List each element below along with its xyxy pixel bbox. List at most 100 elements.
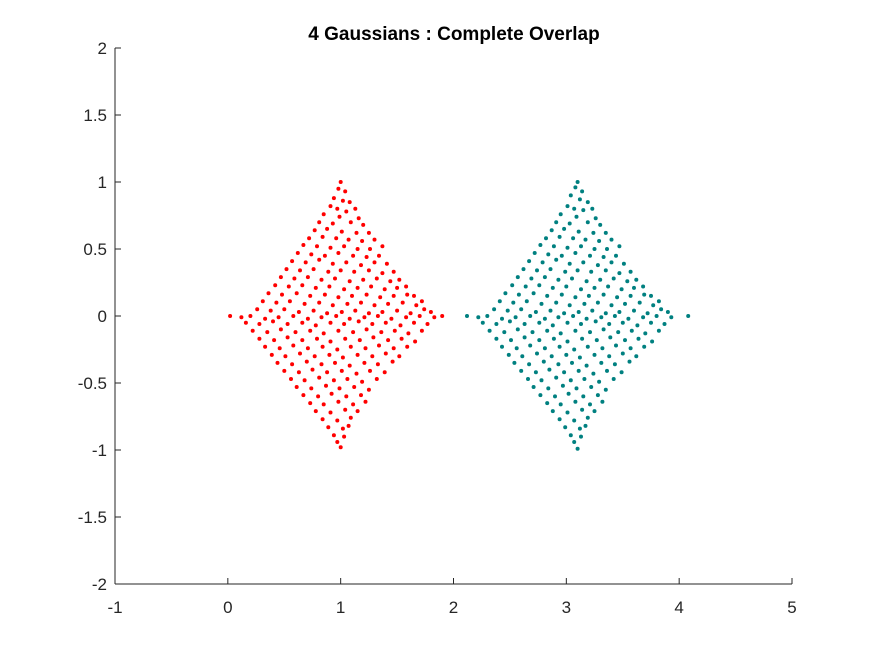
data-point bbox=[565, 204, 570, 209]
data-point bbox=[350, 293, 354, 298]
data-point bbox=[619, 287, 624, 292]
data-point bbox=[422, 307, 427, 312]
data-point bbox=[389, 316, 394, 321]
data-point bbox=[568, 433, 573, 438]
data-point bbox=[601, 255, 606, 259]
data-point bbox=[311, 267, 316, 272]
data-point bbox=[368, 368, 372, 373]
data-point bbox=[545, 401, 550, 406]
data-point bbox=[558, 212, 563, 217]
data-point bbox=[413, 339, 418, 344]
data-point bbox=[397, 354, 402, 359]
data-point bbox=[342, 434, 347, 439]
data-point bbox=[502, 330, 507, 335]
data-point bbox=[592, 247, 597, 251]
data-point bbox=[584, 363, 589, 368]
data-point bbox=[593, 216, 598, 221]
data-point bbox=[548, 308, 553, 313]
x-ticks: -1 0 1 2 3 4 5 bbox=[107, 578, 797, 617]
data-point bbox=[391, 293, 396, 298]
data-point bbox=[609, 260, 614, 265]
data-point bbox=[609, 237, 614, 242]
data-point bbox=[371, 335, 376, 340]
data-point bbox=[636, 336, 641, 341]
data-point bbox=[585, 344, 590, 349]
data-point bbox=[595, 393, 600, 398]
data-point bbox=[573, 295, 578, 300]
data-point bbox=[347, 363, 352, 368]
data-point bbox=[572, 440, 577, 444]
data-point bbox=[492, 307, 497, 312]
data-point bbox=[485, 314, 490, 318]
data-point bbox=[417, 314, 422, 318]
data-point bbox=[556, 315, 561, 320]
x-tick-label: -1 bbox=[107, 598, 122, 617]
data-point bbox=[336, 251, 341, 255]
data-point bbox=[317, 220, 322, 225]
data-point bbox=[257, 322, 262, 326]
y-tick-label: 1.5 bbox=[83, 106, 107, 125]
data-point bbox=[354, 230, 359, 235]
data-point bbox=[356, 216, 361, 221]
data-point bbox=[313, 323, 318, 328]
data-point bbox=[513, 315, 518, 320]
x-tick-label: 1 bbox=[336, 598, 345, 617]
data-point bbox=[363, 346, 368, 351]
data-point bbox=[250, 328, 255, 333]
data-point bbox=[330, 221, 335, 226]
data-point bbox=[380, 244, 385, 249]
data-point bbox=[320, 234, 325, 239]
data-point bbox=[412, 293, 416, 298]
data-point bbox=[334, 236, 339, 241]
data-point bbox=[290, 362, 295, 367]
data-point bbox=[550, 323, 555, 328]
data-point bbox=[291, 343, 296, 348]
data-point bbox=[520, 354, 525, 359]
data-point bbox=[628, 293, 633, 298]
data-point bbox=[620, 351, 625, 356]
data-point bbox=[522, 335, 527, 340]
data-point bbox=[542, 346, 547, 351]
data-point bbox=[260, 299, 265, 304]
data-point bbox=[584, 279, 589, 284]
data-point bbox=[405, 344, 410, 349]
data-point bbox=[331, 433, 336, 438]
data-point bbox=[380, 271, 385, 276]
data-point bbox=[372, 303, 377, 308]
data-point bbox=[641, 315, 646, 320]
data-point bbox=[353, 308, 358, 313]
data-point bbox=[408, 311, 413, 316]
data-point bbox=[404, 315, 409, 320]
data-point bbox=[263, 316, 268, 321]
data-point bbox=[521, 267, 526, 272]
data-point bbox=[325, 370, 330, 375]
data-point bbox=[494, 322, 499, 326]
chart-title: 4 Gaussians : Complete Overlap bbox=[308, 24, 599, 45]
data-point bbox=[603, 268, 608, 273]
data-point bbox=[319, 277, 324, 282]
data-point bbox=[519, 307, 524, 312]
data-point bbox=[590, 308, 595, 313]
data-point bbox=[343, 189, 348, 194]
data-point bbox=[511, 300, 516, 305]
data-point bbox=[557, 344, 562, 349]
data-point bbox=[601, 292, 606, 297]
data-point bbox=[335, 206, 340, 211]
data-point bbox=[560, 383, 565, 388]
data-point bbox=[594, 338, 599, 343]
data-point bbox=[309, 252, 314, 257]
data-point bbox=[315, 244, 319, 249]
data-point bbox=[531, 385, 536, 389]
data-point bbox=[584, 316, 589, 321]
data-point bbox=[590, 206, 595, 211]
data-point bbox=[576, 368, 581, 373]
data-point bbox=[612, 362, 617, 367]
data-point bbox=[342, 287, 347, 292]
data-point bbox=[263, 344, 268, 349]
data-point bbox=[580, 407, 585, 412]
data-point bbox=[355, 352, 360, 357]
data-point bbox=[379, 330, 384, 335]
data-point bbox=[554, 375, 559, 380]
data-point bbox=[577, 197, 582, 202]
data-point bbox=[575, 446, 580, 451]
